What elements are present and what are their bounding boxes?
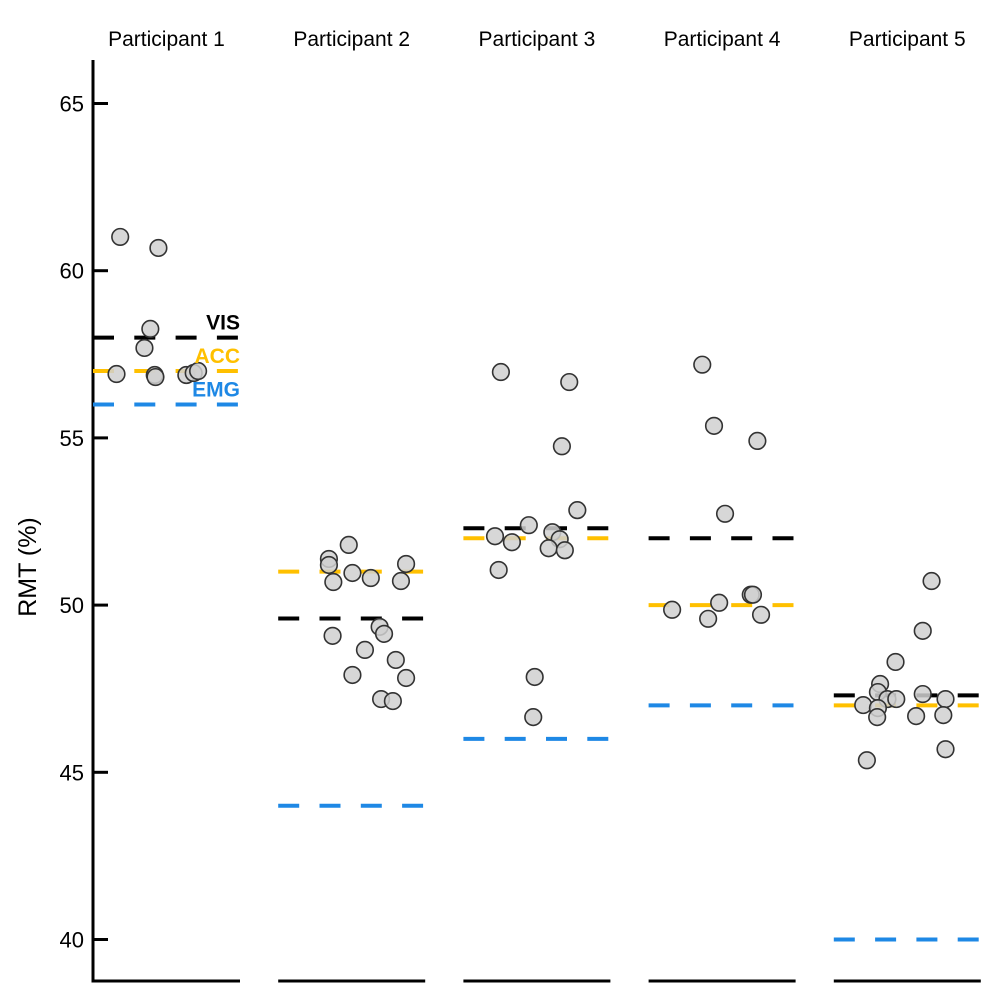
data-point (704, 416, 724, 435)
data-point (868, 708, 887, 727)
data-point (324, 572, 343, 592)
data-point (715, 504, 735, 523)
data-point (887, 689, 906, 709)
reference-line-label-emg: EMG (192, 378, 240, 401)
data-point (886, 652, 905, 672)
data-point (489, 560, 508, 580)
data-point (491, 362, 510, 382)
data-point (374, 624, 394, 643)
data-point (555, 541, 574, 560)
data-point (854, 695, 873, 715)
data-point (560, 372, 579, 392)
data-point (934, 706, 953, 725)
data-point (386, 650, 405, 670)
y-tick-label: 60 (60, 259, 84, 284)
category-labels: Participant 1 Participant 2 Participant 3 P… (108, 28, 966, 51)
data-point (743, 585, 763, 604)
data-point (699, 609, 718, 628)
y-axis: 40 45 50 55 60 65 (60, 60, 108, 983)
data-points (107, 227, 955, 770)
data-point (748, 431, 767, 451)
data-point (343, 665, 362, 685)
data-point (936, 740, 955, 759)
data-point (663, 600, 682, 619)
data-point (710, 593, 729, 612)
data-point (525, 667, 544, 687)
data-point (913, 621, 932, 640)
data-point (383, 691, 402, 711)
category-label: Participant 3 (479, 28, 596, 51)
data-point (539, 539, 558, 558)
data-point (519, 516, 538, 535)
data-point (343, 563, 362, 583)
data-point (693, 355, 712, 374)
category-label: Participant 2 (293, 28, 410, 51)
category-label: Participant 1 (108, 28, 225, 51)
data-point (396, 554, 416, 574)
data-point (913, 684, 932, 704)
data-point (361, 568, 380, 588)
reference-line-labels: VIS ACC EMG (192, 312, 240, 402)
data-point (485, 527, 505, 546)
data-point (319, 555, 339, 575)
data-point (936, 689, 955, 709)
data-point (568, 501, 587, 520)
data-point (922, 571, 941, 591)
category-label: Participant 4 (664, 28, 781, 51)
data-point (857, 751, 876, 770)
data-point (135, 338, 154, 358)
data-point (502, 533, 522, 552)
data-point (149, 238, 168, 258)
y-tick-label: 55 (60, 426, 84, 451)
data-point (323, 626, 342, 645)
data-point (391, 571, 411, 591)
data-point (141, 319, 160, 338)
reference-line-label-acc: ACC (195, 345, 241, 368)
data-point (552, 437, 571, 456)
data-point (146, 367, 165, 387)
data-point (751, 605, 771, 624)
reference-line-label-vis: VIS (206, 312, 240, 335)
y-axis-label: RMT (%) (14, 517, 42, 617)
data-point (524, 708, 543, 727)
y-tick-label: 50 (60, 593, 84, 618)
y-tick-label: 40 (60, 928, 84, 953)
category-label: Participant 5 (849, 28, 966, 51)
data-point (396, 668, 416, 688)
data-point (189, 361, 208, 381)
y-tick-label: 65 (60, 92, 84, 117)
reference-lines (93, 335, 981, 942)
data-point (339, 535, 358, 555)
data-point (107, 364, 126, 384)
data-point (355, 640, 375, 660)
y-tick-label: 45 (60, 760, 84, 785)
data-point (111, 227, 130, 247)
data-point (907, 707, 926, 726)
